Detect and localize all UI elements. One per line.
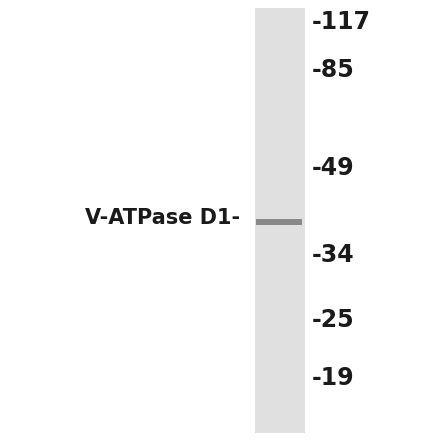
Bar [255, 8, 305, 433]
Text: -49: -49 [312, 156, 355, 180]
Text: -85: -85 [312, 58, 355, 82]
Text: -19: -19 [312, 366, 355, 390]
Text: -25: -25 [312, 308, 355, 332]
Text: -117: -117 [312, 10, 371, 34]
Bar [256, 219, 302, 225]
Text: -34: -34 [312, 243, 355, 267]
Text: V-ATPase D1-: V-ATPase D1- [85, 208, 240, 228]
